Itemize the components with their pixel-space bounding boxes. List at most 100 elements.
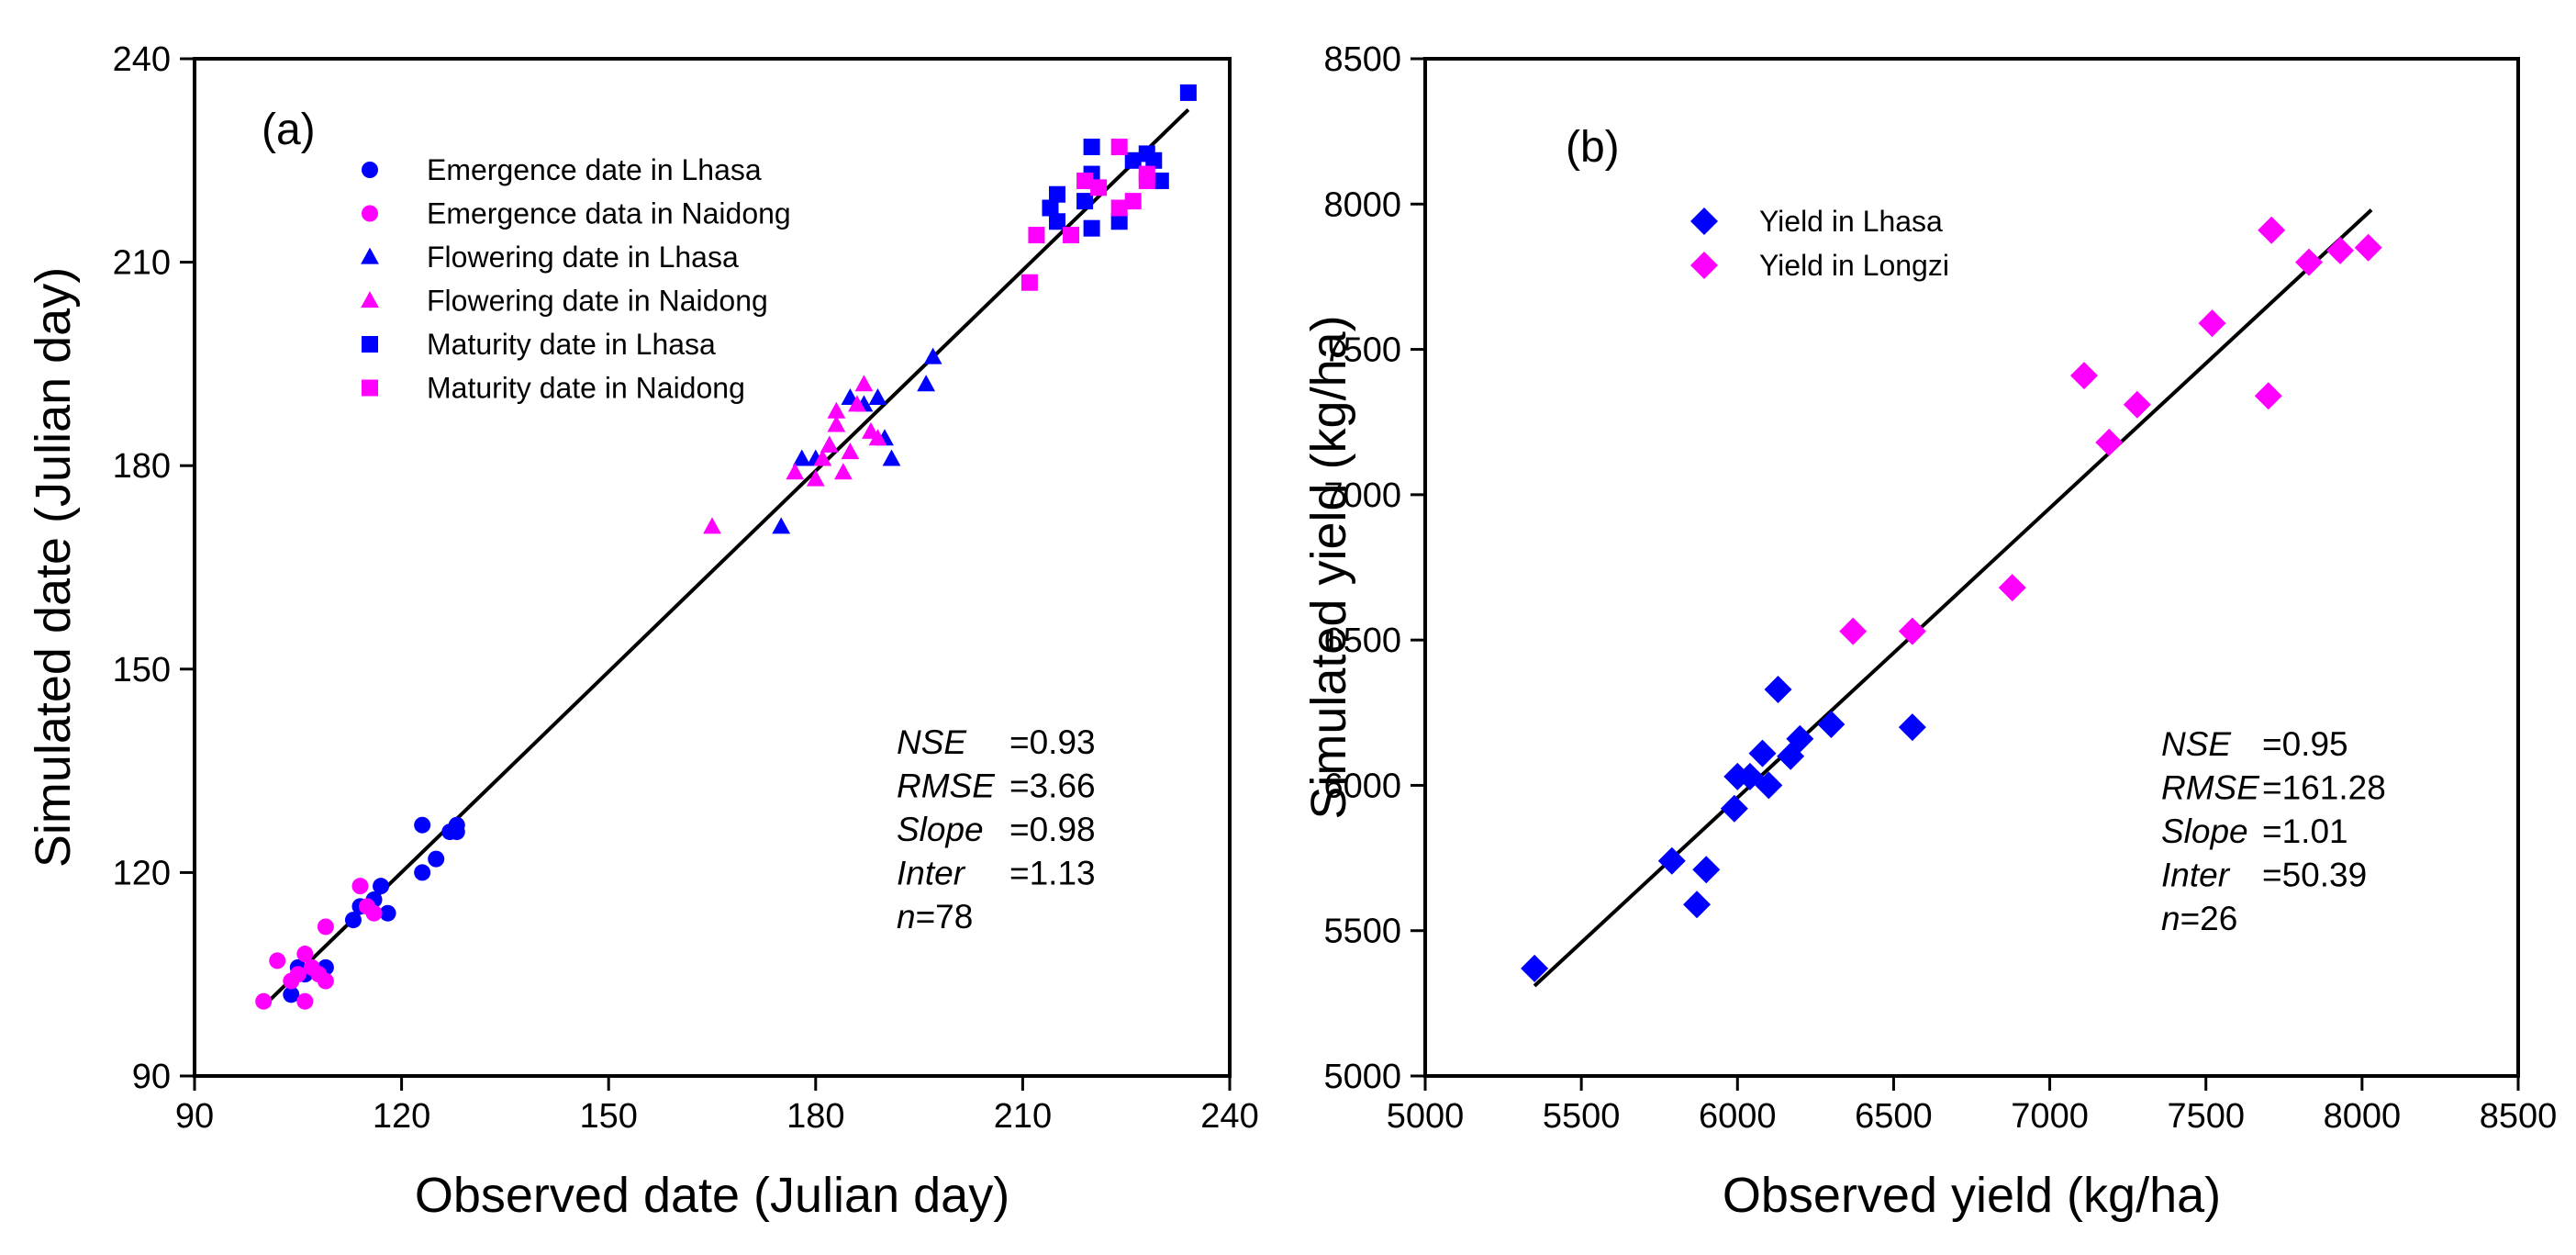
data-point <box>813 449 832 466</box>
stat-slope: Slope =1.01 <box>2161 812 2348 850</box>
y-axis-title: Simulated yield (kg/ha) <box>1301 315 1356 819</box>
data-point <box>1720 794 1748 823</box>
y-tick-label: 8000 <box>1323 185 1401 224</box>
data-point <box>1764 675 1792 703</box>
data-point <box>2354 233 2382 262</box>
data-point <box>365 904 383 922</box>
data-point <box>2295 248 2324 276</box>
plot-frame <box>1423 57 2520 1078</box>
data-point <box>379 904 396 922</box>
x-tick-label: 120 <box>373 1097 430 1136</box>
data-point <box>1657 846 1686 875</box>
data-point <box>1998 574 2026 602</box>
data-point <box>1179 84 1197 101</box>
data-point <box>703 517 721 534</box>
data-point <box>1090 179 1108 196</box>
series-flowering-date-in-naidong <box>703 375 887 534</box>
stat-rmse: RMSE=161.28 <box>2161 769 2386 807</box>
y-tick-label: 150 <box>113 651 171 689</box>
x-tick-label: 210 <box>994 1097 1052 1136</box>
data-point <box>1755 771 1783 800</box>
series-emergence-data-in-naidong <box>255 878 383 1010</box>
data-point <box>296 946 314 963</box>
data-point <box>1898 617 1926 645</box>
y-tick-label: 90 <box>132 1058 171 1096</box>
data-point <box>1076 172 1094 189</box>
panel-label: (b) <box>1566 123 1620 172</box>
x-tick-label: 7500 <box>2167 1097 2245 1136</box>
x-tick-label: 6000 <box>1699 1097 1777 1136</box>
data-point <box>1152 172 1169 189</box>
legend-marker <box>362 162 378 178</box>
data-point <box>882 449 901 466</box>
series-maturity-date-in-naidong <box>1020 139 1155 291</box>
data-point <box>1898 713 1926 742</box>
data-point <box>289 966 307 983</box>
x-tick-label: 240 <box>1200 1097 1258 1136</box>
data-point <box>414 864 431 881</box>
data-point <box>827 415 846 432</box>
y-tick-label: 5000 <box>1323 1058 1401 1096</box>
data-point <box>772 517 791 534</box>
data-point <box>868 387 887 405</box>
x-tick-label: 5000 <box>1387 1097 1465 1136</box>
legend-marker <box>361 247 379 264</box>
y-tick-label: 180 <box>113 447 171 486</box>
y-axis-title: Simulated date (Julian day) <box>26 267 81 868</box>
regression-line <box>262 107 1190 1008</box>
y-tick-label: 6500 <box>1323 622 1401 660</box>
legend-marker <box>362 379 378 397</box>
y-tick-label: 210 <box>113 244 171 283</box>
x-tick-label: 150 <box>579 1097 637 1136</box>
stat-inter: Inter =1.13 <box>897 855 1096 892</box>
data-point <box>1138 165 1155 183</box>
legend-marker <box>1690 252 1718 279</box>
chart-panel-2: 5000 5500 6000 6500 7000 7500 8000 8500 5000 5500… <box>1301 40 2557 1223</box>
data-point <box>1076 193 1094 210</box>
data-point <box>1683 891 1712 919</box>
series-yield-in-lhasa <box>1521 675 1926 982</box>
data-point <box>2254 382 2282 410</box>
x-axis-title: Observed date (Julian day) <box>415 1168 1009 1223</box>
x-axis-title: Observed yield (kg/ha) <box>1723 1168 2221 1223</box>
data-point <box>841 443 860 460</box>
data-point <box>1049 185 1065 203</box>
y-tick-label: 6000 <box>1323 767 1401 805</box>
data-point <box>833 463 853 480</box>
data-point <box>868 429 887 446</box>
data-point <box>351 878 369 895</box>
data-point <box>1020 274 1038 291</box>
data-point <box>1063 227 1080 244</box>
data-point <box>1083 219 1100 237</box>
x-tick-label: 8500 <box>2480 1097 2558 1136</box>
legend-marker <box>362 336 378 353</box>
data-point <box>1042 199 1059 217</box>
legend-marker <box>362 205 378 222</box>
statistics-block: NSE =0.93 RMSE =3.66 Slope =0.98 Inter =1.13 n=7… <box>897 723 1096 936</box>
data-point <box>269 952 286 969</box>
data-point <box>296 992 314 1010</box>
data-point <box>827 401 846 419</box>
x-tick-label: 90 <box>175 1097 214 1136</box>
data-point <box>414 816 431 834</box>
data-point <box>2123 390 2151 419</box>
statistics-block: NSE =0.95 RMSE=161.28 Slope =1.01 Inter =50.39… <box>2161 725 2386 937</box>
data-point <box>373 878 390 895</box>
legend-label: Flowering date in Naidong <box>427 285 768 318</box>
data-point <box>2198 309 2226 338</box>
legend-label: Emergence data in Naidong <box>427 197 791 230</box>
data-point <box>1049 213 1065 230</box>
panel-label: (a) <box>262 106 316 154</box>
data-point <box>1786 724 1814 753</box>
data-point <box>1817 710 1846 738</box>
data-point <box>1145 151 1163 169</box>
data-point <box>923 347 942 364</box>
legend-label: Yield in Longzi <box>1759 249 1949 282</box>
y-tick-label: 5500 <box>1323 913 1401 951</box>
data-point <box>283 986 300 1003</box>
data-point <box>2070 362 2099 390</box>
data-point <box>2258 216 2286 244</box>
stat-rmse: RMSE =3.66 <box>897 768 1096 805</box>
data-point <box>428 850 445 868</box>
